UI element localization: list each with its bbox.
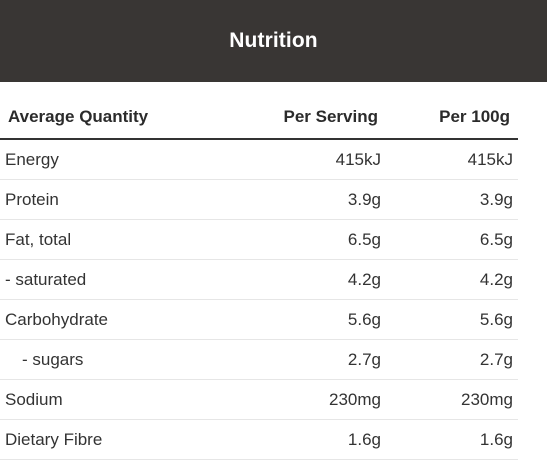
row-label: Protein bbox=[5, 190, 59, 209]
per-100g-value: 415kJ bbox=[467, 150, 513, 169]
per-100g-value: 1.6g bbox=[479, 430, 513, 449]
column-header-per-100g: Per 100g bbox=[439, 107, 510, 126]
column-header-average-quantity: Average Quantity bbox=[8, 107, 149, 126]
row-label: Fat, total bbox=[5, 230, 72, 249]
table-row: Fat, total 6.5g 6.5g bbox=[0, 220, 518, 260]
nutrition-table: Average Quantity Per Serving Per 100g En… bbox=[0, 95, 518, 460]
per-serving-value: 5.6g bbox=[347, 310, 381, 329]
row-label: - saturated bbox=[5, 270, 87, 289]
table-row: Protein 3.9g 3.9g bbox=[0, 180, 518, 220]
row-label: Energy bbox=[5, 150, 59, 169]
table-row: Energy 415kJ 415kJ bbox=[0, 140, 518, 180]
per-serving-value: 2.7g bbox=[347, 350, 381, 369]
table-header-row: Average Quantity Per Serving Per 100g bbox=[0, 95, 518, 140]
per-serving-value: 3.9g bbox=[347, 190, 381, 209]
page-title: Nutrition bbox=[229, 29, 318, 52]
per-100g-value: 3.9g bbox=[479, 190, 513, 209]
row-label: Carbohydrate bbox=[5, 310, 109, 329]
per-serving-value: 4.2g bbox=[347, 270, 381, 289]
row-label: Dietary Fibre bbox=[5, 430, 103, 449]
per-100g-value: 4.2g bbox=[479, 270, 513, 289]
per-100g-value: 6.5g bbox=[479, 230, 513, 249]
per-serving-value: 230mg bbox=[329, 390, 381, 409]
column-header-per-serving: Per Serving bbox=[283, 107, 379, 126]
per-100g-value: 5.6g bbox=[479, 310, 513, 329]
per-serving-value: 6.5g bbox=[347, 230, 381, 249]
table-row: - saturated 4.2g 4.2g bbox=[0, 260, 518, 300]
per-serving-value: 415kJ bbox=[335, 150, 381, 169]
row-label: - sugars bbox=[22, 350, 84, 369]
table-row: Dietary Fibre 1.6g 1.6g bbox=[0, 420, 518, 460]
table-row: Carbohydrate 5.6g 5.6g bbox=[0, 300, 518, 340]
nutrition-header: Nutrition bbox=[0, 0, 547, 82]
table-row: - sugars 2.7g 2.7g bbox=[0, 340, 518, 380]
per-serving-value: 1.6g bbox=[347, 430, 381, 449]
per-100g-value: 230mg bbox=[461, 390, 513, 409]
row-label: Sodium bbox=[5, 390, 63, 409]
table-row: Sodium 230mg 230mg bbox=[0, 380, 518, 420]
per-100g-value: 2.7g bbox=[479, 350, 513, 369]
